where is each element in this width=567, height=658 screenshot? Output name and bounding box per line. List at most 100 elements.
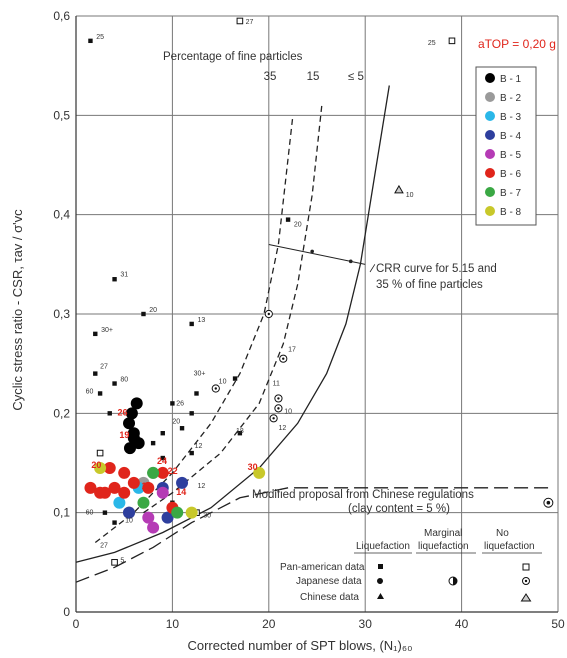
point-label: 18 [236, 428, 244, 435]
curve-chinese [75, 487, 549, 583]
chinese-note-2: (clay content = 5 %) [348, 503, 450, 515]
x-tick-label: 10 [166, 617, 180, 631]
pan-american-point [170, 401, 175, 406]
pan-american-point [102, 510, 108, 515]
legend-marker [485, 92, 495, 102]
crr-note-2: 35 % of fine particles [376, 279, 483, 291]
borehole-b7-point [147, 466, 160, 479]
pan-american-point [93, 331, 98, 337]
pan-american-point [150, 440, 156, 446]
japanese-no-liq-center [267, 312, 270, 316]
point-label: 11 [273, 381, 280, 388]
point-label: 20 [172, 418, 180, 425]
liquefaction-table: Liquefaction Marginal liquefaction No li… [280, 528, 542, 603]
legend-label: B - 1 [500, 74, 522, 85]
point-label: 31 [120, 271, 128, 278]
japanese-no-liq-center [277, 407, 280, 410]
point-label: 25 [428, 40, 436, 47]
crr-leader [369, 264, 376, 273]
point-label: 30+ [194, 371, 206, 378]
pan-american-point [237, 431, 243, 436]
fines-label: Percentage of fine particles [163, 51, 303, 63]
legend-marker [485, 187, 495, 197]
x-tick-label: 20 [262, 617, 276, 631]
legend-marker [485, 206, 495, 216]
pan-american-no-liq-point [236, 17, 244, 25]
point-label: 12 [197, 483, 205, 490]
point-label: 27 [246, 19, 254, 26]
row-pan-american: Pan-american data [280, 562, 365, 573]
point-label: 10 [406, 192, 414, 199]
legend-marker [485, 73, 495, 83]
legend-label: B - 2 [500, 93, 522, 104]
x-tick-label: 40 [455, 617, 469, 631]
chinese-note-1: Modified proposal from Chinese regulatio… [252, 489, 474, 501]
pan-american-point [141, 311, 146, 317]
borehole-b1-point [130, 397, 143, 410]
japanese-no-liq-center [277, 397, 280, 400]
pan-american-point [179, 426, 185, 431]
marginal-header-2: liquefaction [418, 541, 469, 552]
borehole-b5-point [147, 521, 160, 534]
japanese-no-liq-center [214, 387, 217, 390]
legend-label: B - 3 [500, 112, 522, 123]
borehole-b3-point [113, 496, 126, 509]
pan-american-no-liq-point [96, 449, 104, 457]
legend-marker [485, 111, 495, 121]
curve-35 [94, 115, 294, 544]
point-label-red: 20 [91, 460, 101, 470]
no-header-2: liquefaction [484, 541, 535, 552]
point-label: 26 [176, 400, 184, 407]
marginal-header-1: Marginal [424, 528, 462, 539]
legend-marker [485, 149, 495, 159]
pan-american-point [112, 381, 117, 386]
borehole-b1-point [125, 407, 138, 420]
chinese-no-liq-marker [520, 593, 532, 602]
point-label: 20 [149, 307, 157, 314]
pan-american-point [88, 38, 93, 44]
borehole-b8-point [185, 506, 198, 519]
point-label: 10 [219, 379, 227, 386]
y-tick-label: 0 [63, 605, 70, 619]
pan-american-point [97, 391, 103, 396]
no-header-1: No [496, 528, 509, 539]
y-tick-label: 0,4 [53, 208, 70, 222]
y-tick-label: 0,1 [53, 506, 70, 520]
pan-american-no-liq-point [111, 559, 118, 566]
legend-label: B - 4 [500, 131, 522, 142]
borehole-b1-point [123, 417, 136, 430]
x-axis-title: Corrected number of SPT blows, (N₁)₆₀ [187, 638, 412, 653]
y-tick-label: 0,3 [53, 307, 70, 321]
chinese-regulation-center [546, 500, 551, 505]
chinese-no-liq-point [394, 184, 404, 194]
pan-american-point [189, 411, 194, 416]
borehole-b6-point [156, 466, 169, 479]
borehole-b1-point [127, 432, 140, 445]
borehole-b8-point [253, 466, 266, 479]
x-tick-label: 50 [551, 617, 565, 631]
point-label: 27 [100, 542, 108, 549]
borehole-b6-point [103, 461, 116, 474]
point-label: 12 [195, 443, 203, 450]
legend: aTOP = 0,20 g B - 1 B - 2 B - 3 B - 4 B - 5 B… [475, 37, 556, 226]
japanese-no-liq-center [272, 417, 275, 420]
point-label: 27 [100, 364, 108, 371]
point-label: 12 [278, 425, 286, 432]
x-tick-label: 0 [73, 617, 80, 631]
legend-title: aTOP = 0,20 g [478, 37, 556, 51]
point-label: 17 [288, 347, 296, 354]
point-label-red: 26 [117, 407, 127, 417]
borehole-b5-point [156, 486, 169, 499]
borehole-b5-point [142, 511, 155, 524]
borehole-b6-point [142, 481, 155, 494]
borehole-b7-point [137, 496, 150, 509]
borehole-b6-point [118, 486, 131, 499]
pan-american-point [189, 450, 194, 456]
pan-american-point [112, 520, 117, 525]
point-label: 13 [197, 317, 205, 324]
y-tick-label: 0,5 [53, 108, 70, 122]
borehole-b4-point [161, 511, 174, 524]
legend-marker [485, 130, 495, 140]
point-label-red: 14 [176, 487, 186, 497]
x-tick-label: 30 [359, 617, 373, 631]
